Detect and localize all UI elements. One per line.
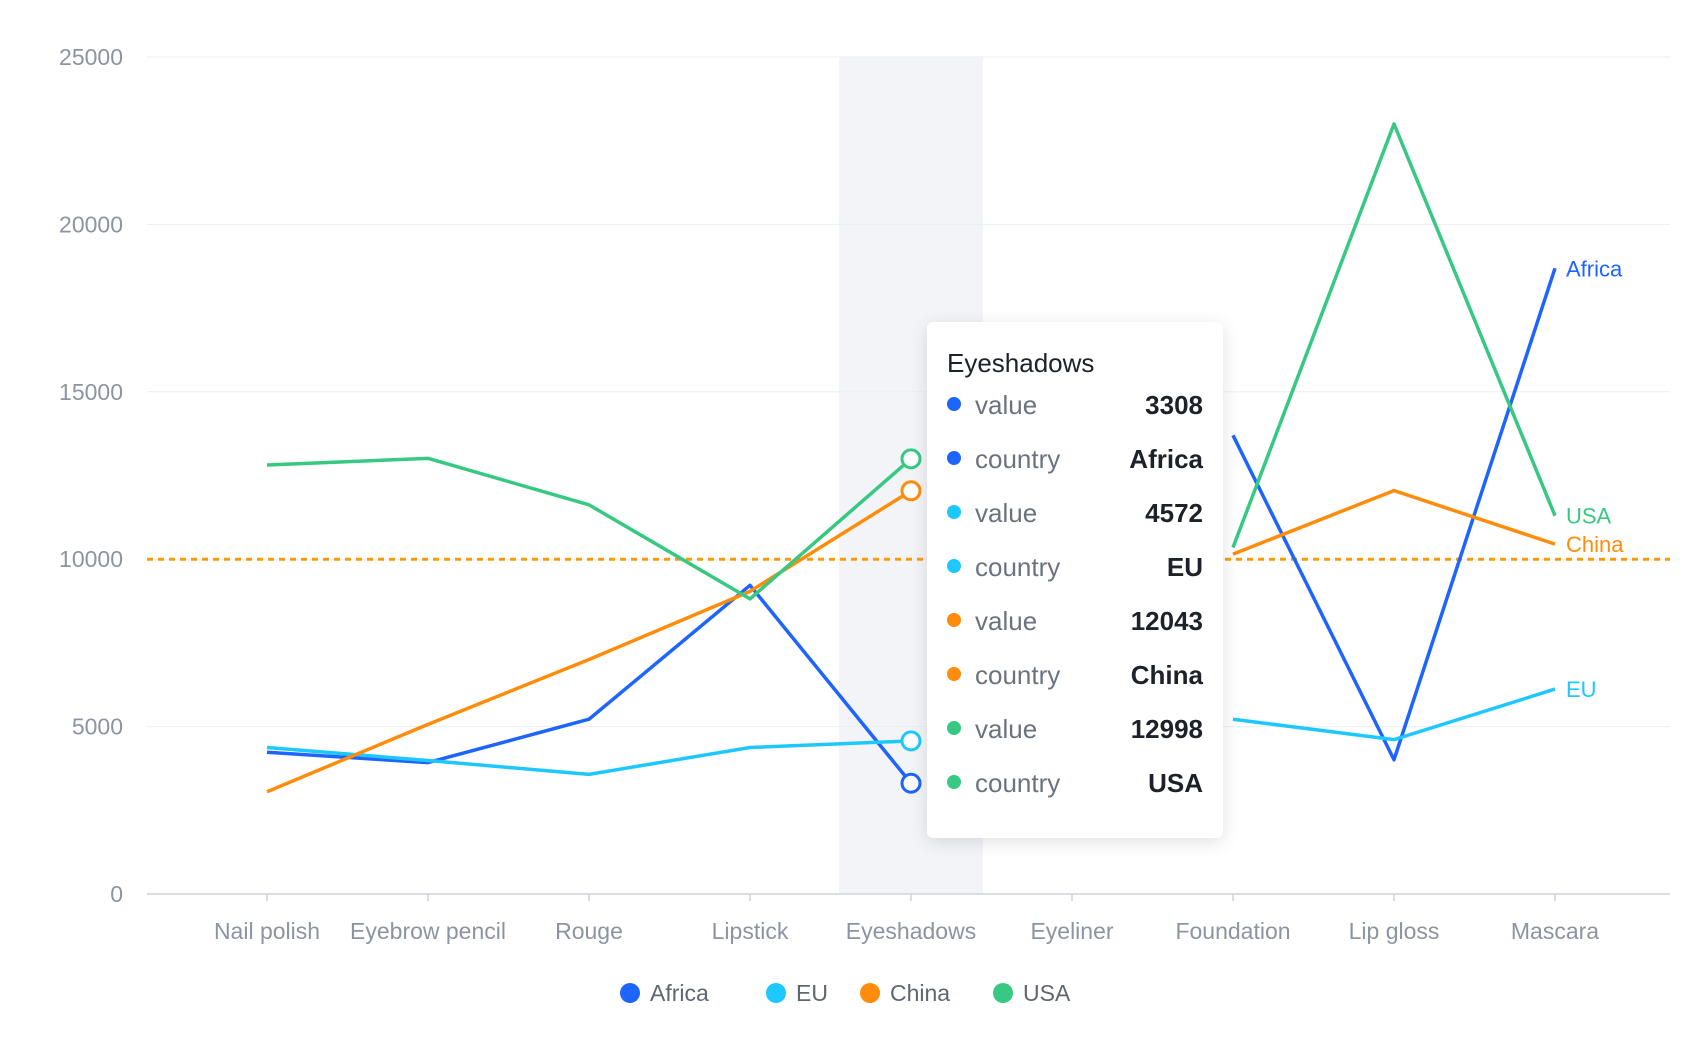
tooltip-key: value — [975, 498, 1038, 528]
series-line-africa — [1231, 267, 1557, 762]
series-line-usa — [1231, 122, 1557, 549]
tooltip-value: Africa — [1129, 444, 1203, 474]
series-color-dot — [947, 667, 961, 681]
tooltip-row: value 4572 — [947, 492, 1203, 532]
tooltip-value: 12043 — [1130, 606, 1203, 636]
legend-item-china[interactable]: China — [860, 980, 950, 1006]
tooltip-key: value — [975, 606, 1038, 636]
tooltip-row: country USA — [947, 762, 1203, 802]
series-end-labels: Africa EU China USA — [1566, 256, 1624, 702]
legend-label: EU — [796, 980, 828, 1006]
x-tick-label: Lipstick — [712, 918, 789, 944]
end-label-usa: USA — [1566, 504, 1612, 529]
series-layer — [266, 122, 1557, 794]
legend-item-eu[interactable]: EU — [766, 980, 828, 1006]
tooltip-key: value — [975, 390, 1038, 420]
y-tick-label: 20000 — [59, 211, 123, 237]
hover-point-usa[interactable] — [900, 448, 922, 470]
series-line-eu — [266, 739, 912, 777]
series-line-eu — [1232, 687, 1556, 742]
tooltip: Eyeshadows value 3308 country Africa val… — [927, 322, 1223, 838]
x-tick-label: Lip gloss — [1349, 918, 1440, 944]
legend-marker — [993, 983, 1013, 1003]
series-color-dot — [947, 397, 961, 411]
x-tick-label: Nail polish — [214, 918, 320, 944]
tooltip-row: value 3308 — [947, 384, 1203, 424]
tooltip-value: 3308 — [1145, 390, 1203, 420]
x-tick-label: Foundation — [1175, 918, 1290, 944]
series-line-china — [266, 489, 912, 794]
tooltip-value: China — [1130, 660, 1203, 690]
x-tick-label: Eyebrow pencil — [350, 918, 506, 944]
series-line-usa — [266, 456, 913, 601]
series-color-dot — [947, 721, 961, 735]
tooltip-key: country — [975, 444, 1061, 474]
tooltip-key: country — [975, 660, 1061, 690]
y-tick-label: 5000 — [72, 714, 123, 740]
hover-point-eu[interactable] — [900, 730, 922, 752]
tooltip-row: value 12043 — [947, 600, 1203, 640]
y-tick-label: 25000 — [59, 44, 123, 70]
series-line-china — [1232, 488, 1556, 556]
y-tick-label: 15000 — [59, 379, 123, 405]
tooltip-row: value 12998 — [947, 708, 1203, 748]
x-tick-label: Eyeshadows — [846, 918, 976, 944]
tooltip-title: Eyeshadows — [947, 348, 1095, 378]
tooltip-key: value — [975, 714, 1038, 744]
series-color-dot — [947, 613, 961, 627]
tooltip-key: country — [975, 552, 1061, 582]
x-axis-labels: Nail polish Eyebrow pencil Rouge Lipstick Ey… — [214, 918, 1599, 944]
legend-label: USA — [1023, 980, 1071, 1006]
legend-item-usa[interactable]: USA — [993, 980, 1071, 1006]
tooltip-value: USA — [1148, 768, 1203, 798]
hover-point-africa[interactable] — [900, 772, 922, 794]
x-tick-label: Mascara — [1511, 918, 1599, 944]
series-line-africa — [266, 583, 913, 785]
legend[interactable]: Africa EU China USA — [620, 980, 1071, 1006]
legend-label: Africa — [650, 980, 709, 1006]
series-color-dot — [947, 451, 961, 465]
legend-marker — [620, 983, 640, 1003]
hover-point-china[interactable] — [900, 480, 922, 502]
end-label-china: China — [1566, 532, 1624, 557]
tooltip-row: country China — [947, 654, 1203, 694]
end-label-africa: Africa — [1566, 256, 1623, 281]
x-tick-label: Eyeliner — [1030, 918, 1113, 944]
tooltip-value: 12998 — [1130, 714, 1203, 744]
legend-marker — [860, 983, 880, 1003]
series-color-dot — [947, 505, 961, 519]
y-tick-label: 0 — [110, 881, 123, 907]
legend-marker — [766, 983, 786, 1003]
y-axis-labels: 0 5000 10000 15000 20000 25000 — [59, 44, 123, 907]
tooltip-row: country EU — [947, 546, 1203, 586]
y-tick-label: 10000 — [59, 546, 123, 572]
x-tick-label: Rouge — [555, 918, 623, 944]
end-label-eu: EU — [1566, 677, 1597, 702]
tooltip-value: EU — [1166, 552, 1203, 582]
legend-item-africa[interactable]: Africa — [620, 980, 709, 1006]
series-color-dot — [947, 775, 961, 789]
tooltip-key: country — [975, 768, 1061, 798]
series-color-dot — [947, 559, 961, 573]
legend-label: China — [890, 980, 950, 1006]
tooltip-value: 4572 — [1145, 498, 1203, 528]
tooltip-row: country Africa — [947, 438, 1203, 478]
